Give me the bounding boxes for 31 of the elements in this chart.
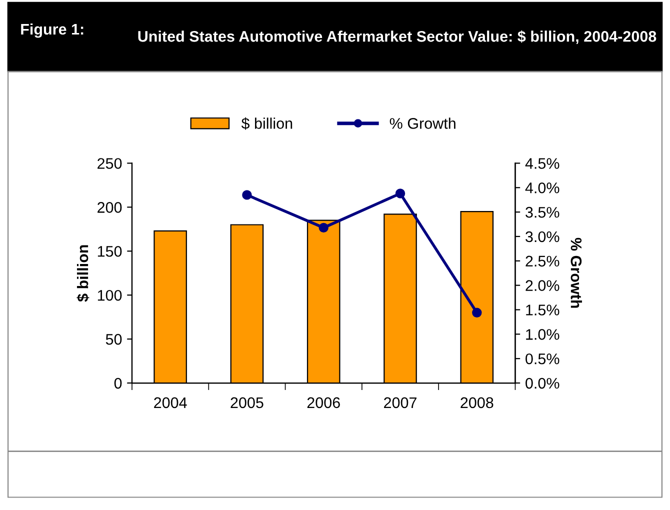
- point: [242, 190, 252, 200]
- y2-tick-label: 1.0%: [526, 329, 560, 340]
- y2-tick-label: 1.5%: [526, 304, 560, 316]
- y2-tick-label: 4.0%: [525, 182, 560, 194]
- chart-title: Figure 1:: [21, 23, 84, 38]
- x-tick-label: 2007: [384, 397, 416, 408]
- x-tick-label: 2006: [307, 397, 340, 408]
- chart-subtitle: United States Automotive Aftermarket Sector Value: $ billion, 2004-2008: [138, 30, 656, 44]
- legend-label: % Growth: [390, 118, 456, 129]
- y2-tick-label: 2.5%: [526, 256, 560, 267]
- y2-tick-label: 3.0%: [526, 231, 560, 242]
- x-tick-label: 2005: [230, 397, 264, 408]
- y-axis-title: $ billion: [76, 245, 90, 302]
- y-tick-label: 50: [106, 334, 122, 345]
- y-tick-label: 200: [98, 202, 122, 213]
- point: [472, 308, 482, 318]
- y-tick-label: 250: [98, 158, 122, 169]
- y2-tick-label: 0.5%: [526, 353, 560, 364]
- point: [395, 188, 406, 198]
- y2-axis-title: % Growth: [570, 238, 582, 308]
- y-tick-label: 0: [114, 378, 122, 389]
- y-tick-label: 100: [98, 290, 122, 301]
- y2-tick-label: 4.5%: [525, 158, 560, 169]
- y2-tick-label: 2.0%: [526, 280, 560, 292]
- x-tick-label: 2008: [460, 397, 494, 408]
- y2-tick-label: 0.0%: [526, 378, 560, 389]
- y-tick-label: 150: [98, 246, 122, 257]
- y2-tick-label: 3.5%: [526, 206, 560, 218]
- legend-label: $ billion: [241, 117, 292, 130]
- point: [318, 222, 328, 233]
- x-tick-label: 2004: [154, 397, 187, 408]
